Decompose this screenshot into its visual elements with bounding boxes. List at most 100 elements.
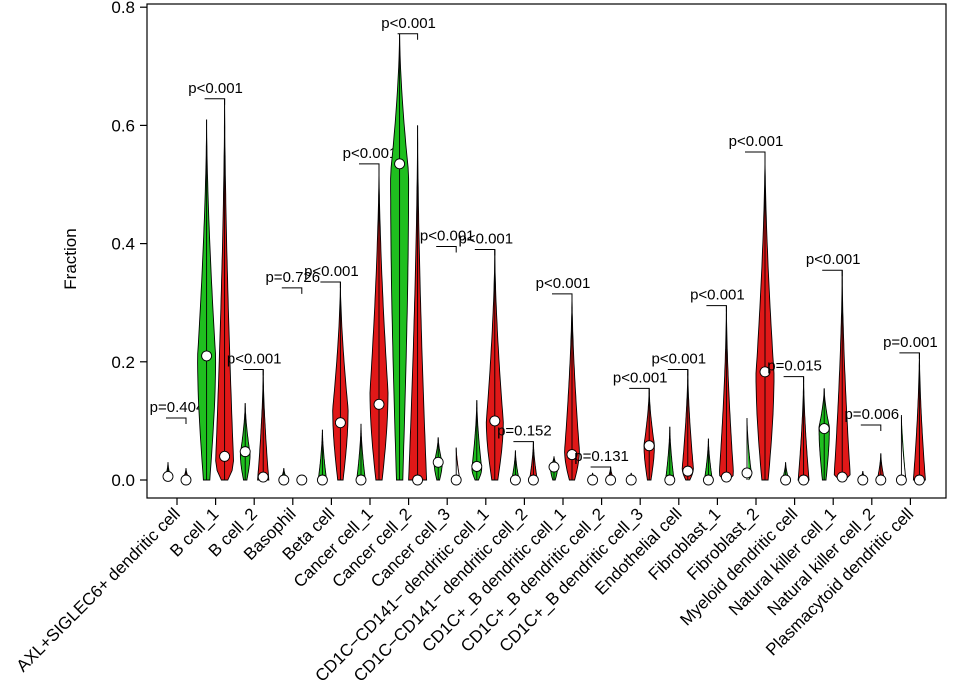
violin-group2-median-point: [412, 474, 424, 486]
y-axis-label: Fraction: [61, 228, 80, 289]
violin-group1: [390, 33, 410, 481]
violin-group1-median-point: [895, 474, 907, 486]
p-value-label: p<0.001: [536, 275, 591, 292]
violin-group1-median-point: [316, 474, 328, 486]
violin-group1-median-point: [471, 460, 483, 472]
violin-group2: [912, 352, 926, 486]
p-value-label: p<0.001: [343, 145, 398, 162]
violin-group1-median-point: [355, 474, 367, 486]
violin-group1: [857, 471, 869, 486]
violin-group2: [797, 376, 810, 486]
violin-group2: [180, 468, 192, 486]
violin-group2-median-point: [682, 465, 694, 477]
violin-group2: [681, 369, 694, 481]
violin-group1-median-point: [625, 474, 637, 486]
p-value-label: p<0.001: [613, 369, 668, 386]
y-tick-label: 0.4: [111, 235, 135, 254]
plot-frame: [146, 3, 947, 499]
violin-group1-median-point: [818, 423, 830, 435]
violin-group1-median-point: [278, 474, 290, 486]
violin-group2-median-point: [566, 449, 578, 461]
violin-group1: [239, 403, 251, 481]
violin-group1-median-point: [509, 474, 521, 486]
violin-group1-median-point: [741, 467, 753, 479]
p-value-bracket: [745, 151, 766, 158]
violin-group2-median-point: [373, 398, 385, 410]
p-value-label: p<0.001: [690, 287, 745, 304]
violin-group2-median-point: [605, 474, 617, 486]
violin-group1: [548, 456, 560, 481]
violin-group2-median-point: [219, 450, 231, 462]
y-tick-label: 0.8: [111, 0, 135, 17]
violin-group2-median-point: [527, 474, 539, 486]
violin-group2-median-point: [489, 415, 501, 427]
p-value-label: p<0.001: [420, 228, 475, 245]
violin-group2-median-point: [334, 417, 346, 429]
p-value-bracket: [822, 269, 843, 277]
p-value-bracket: [513, 441, 534, 448]
p-value-bracket: [590, 466, 612, 473]
violin-group2: [875, 453, 887, 486]
p-value-label: p<0.001: [188, 80, 243, 97]
violin-group1-median-point: [664, 474, 676, 486]
p-value-bracket: [552, 293, 573, 300]
violin-group2: [450, 447, 462, 486]
violin-group1-body: [900, 416, 907, 481]
violin-group2: [485, 249, 504, 481]
violin-group2: [643, 388, 655, 481]
violin-group1-median-point: [857, 474, 869, 486]
p-value-bracket: [706, 305, 727, 312]
p-value-label: p=0.001: [883, 334, 938, 351]
violin-group1: [432, 437, 444, 481]
violin-group1-median-point: [548, 461, 560, 473]
violin-group2-median-point: [450, 474, 462, 486]
p-value-bracket: [397, 33, 419, 40]
p-value-bracket: [204, 98, 226, 105]
violin-group1-median-point: [394, 158, 406, 170]
violin-group1-median-point: [432, 456, 444, 468]
p-value-bracket: [783, 376, 805, 383]
p-value-bracket: [667, 368, 689, 376]
p-value-label: p=0.131: [574, 448, 629, 465]
p-value-label: p<0.001: [381, 15, 436, 32]
violin-group2: [605, 466, 617, 486]
p-value-label: p=0.404: [150, 399, 205, 416]
violin-group2-median-point: [913, 474, 925, 486]
p-value-label: p=0.152: [497, 423, 552, 440]
violin-group2: [296, 474, 308, 486]
p-value-label: p<0.001: [806, 251, 861, 268]
violin-group1: [741, 417, 753, 481]
violin-group1: [278, 468, 290, 486]
p-value-label: p<0.001: [227, 350, 282, 367]
violin-group2-median-point: [720, 471, 732, 483]
p-value-bracket: [281, 287, 303, 294]
violin-group2: [527, 441, 539, 486]
violin-group2: [369, 163, 389, 481]
violin-group2-median-point: [759, 366, 771, 378]
violin-group2: [215, 98, 234, 481]
p-value-label: p=0.726: [265, 269, 320, 286]
violin-group1-median-point: [587, 474, 599, 486]
violin-group2: [257, 369, 270, 483]
violin-group1-median-point: [702, 474, 714, 486]
p-value-bracket: [860, 424, 882, 432]
y-tick-label: 0.6: [111, 116, 135, 135]
p-value-label: p<0.001: [651, 350, 706, 367]
p-value-bracket: [243, 368, 264, 376]
y-tick-label: 0.2: [111, 353, 135, 372]
x-tick-label: AXL+SIGLEC6+ dendritic cell: [13, 504, 184, 675]
violin-group2-median-point: [836, 471, 848, 483]
violin-group1: [587, 472, 599, 486]
violin-group1: [509, 450, 521, 486]
violin-group2-median-point: [875, 474, 887, 486]
p-value-bracket: [320, 281, 341, 289]
p-value-bracket: [899, 352, 920, 359]
violin-group1: [625, 472, 637, 486]
p-value-bracket: [436, 246, 457, 253]
violin-group2: [833, 270, 851, 483]
p-value-label: p<0.001: [304, 263, 359, 280]
